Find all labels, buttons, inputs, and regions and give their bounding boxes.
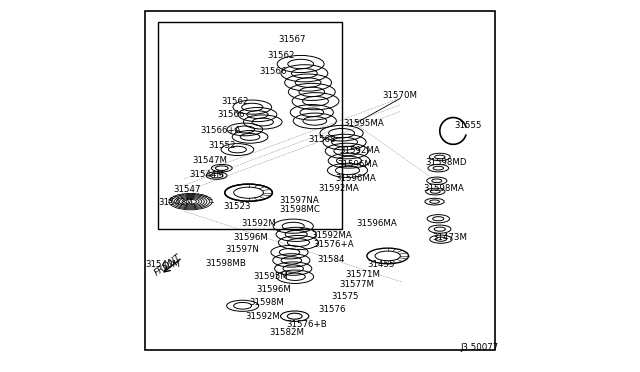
Text: 31540M: 31540M	[145, 260, 180, 269]
Text: 31567: 31567	[278, 35, 306, 44]
Text: 31592MA: 31592MA	[340, 146, 381, 155]
Text: 31575: 31575	[332, 292, 359, 301]
Text: 31473M: 31473M	[432, 233, 467, 242]
Text: 31595MA: 31595MA	[344, 119, 384, 128]
Text: 31577M: 31577M	[339, 280, 374, 289]
Text: 31544M: 31544M	[189, 170, 224, 179]
Text: 31592MA: 31592MA	[318, 185, 359, 193]
Text: 31598M: 31598M	[250, 298, 285, 307]
Text: 31568: 31568	[308, 135, 335, 144]
Text: 31566: 31566	[260, 67, 287, 76]
Text: 31570M: 31570M	[383, 92, 417, 100]
Text: 31584: 31584	[317, 255, 345, 264]
Text: 31598MB: 31598MB	[206, 259, 246, 268]
Text: 31596MA: 31596MA	[356, 219, 397, 228]
Text: 31598MD: 31598MD	[425, 158, 467, 167]
Text: 31596M: 31596M	[256, 285, 291, 294]
Text: 31576+B: 31576+B	[287, 320, 327, 329]
Text: 31455: 31455	[367, 260, 395, 269]
Text: 31598MC: 31598MC	[279, 205, 320, 214]
Text: 31592M: 31592M	[245, 312, 280, 321]
Text: 31562: 31562	[221, 97, 249, 106]
Text: 31597NA: 31597NA	[280, 196, 319, 205]
Text: 31592M: 31592M	[241, 219, 276, 228]
Text: J3 50077: J3 50077	[460, 343, 499, 352]
Text: 31552: 31552	[209, 141, 236, 150]
Text: 31562: 31562	[267, 51, 294, 60]
Text: 31547M: 31547M	[193, 156, 228, 165]
Text: 31582M: 31582M	[270, 328, 305, 337]
Text: 31542M: 31542M	[158, 198, 193, 207]
Text: 31555: 31555	[454, 121, 482, 130]
Text: 31595M: 31595M	[253, 272, 289, 280]
Text: 31547: 31547	[173, 185, 201, 194]
Text: 31576: 31576	[318, 305, 346, 314]
Text: FRONT: FRONT	[153, 252, 184, 278]
Text: 31596MA: 31596MA	[335, 174, 376, 183]
Text: 31523: 31523	[223, 202, 251, 211]
Text: 31592MA: 31592MA	[312, 231, 352, 240]
Text: 31597N: 31597N	[225, 246, 259, 254]
Text: 31566+A: 31566+A	[200, 126, 241, 135]
Text: 31576+A: 31576+A	[314, 240, 355, 249]
Text: 31566: 31566	[218, 110, 245, 119]
Text: 31571M: 31571M	[346, 270, 380, 279]
Text: 31598MA: 31598MA	[423, 185, 464, 193]
Text: 31596MA: 31596MA	[337, 160, 378, 169]
Text: 31596M: 31596M	[234, 233, 269, 242]
